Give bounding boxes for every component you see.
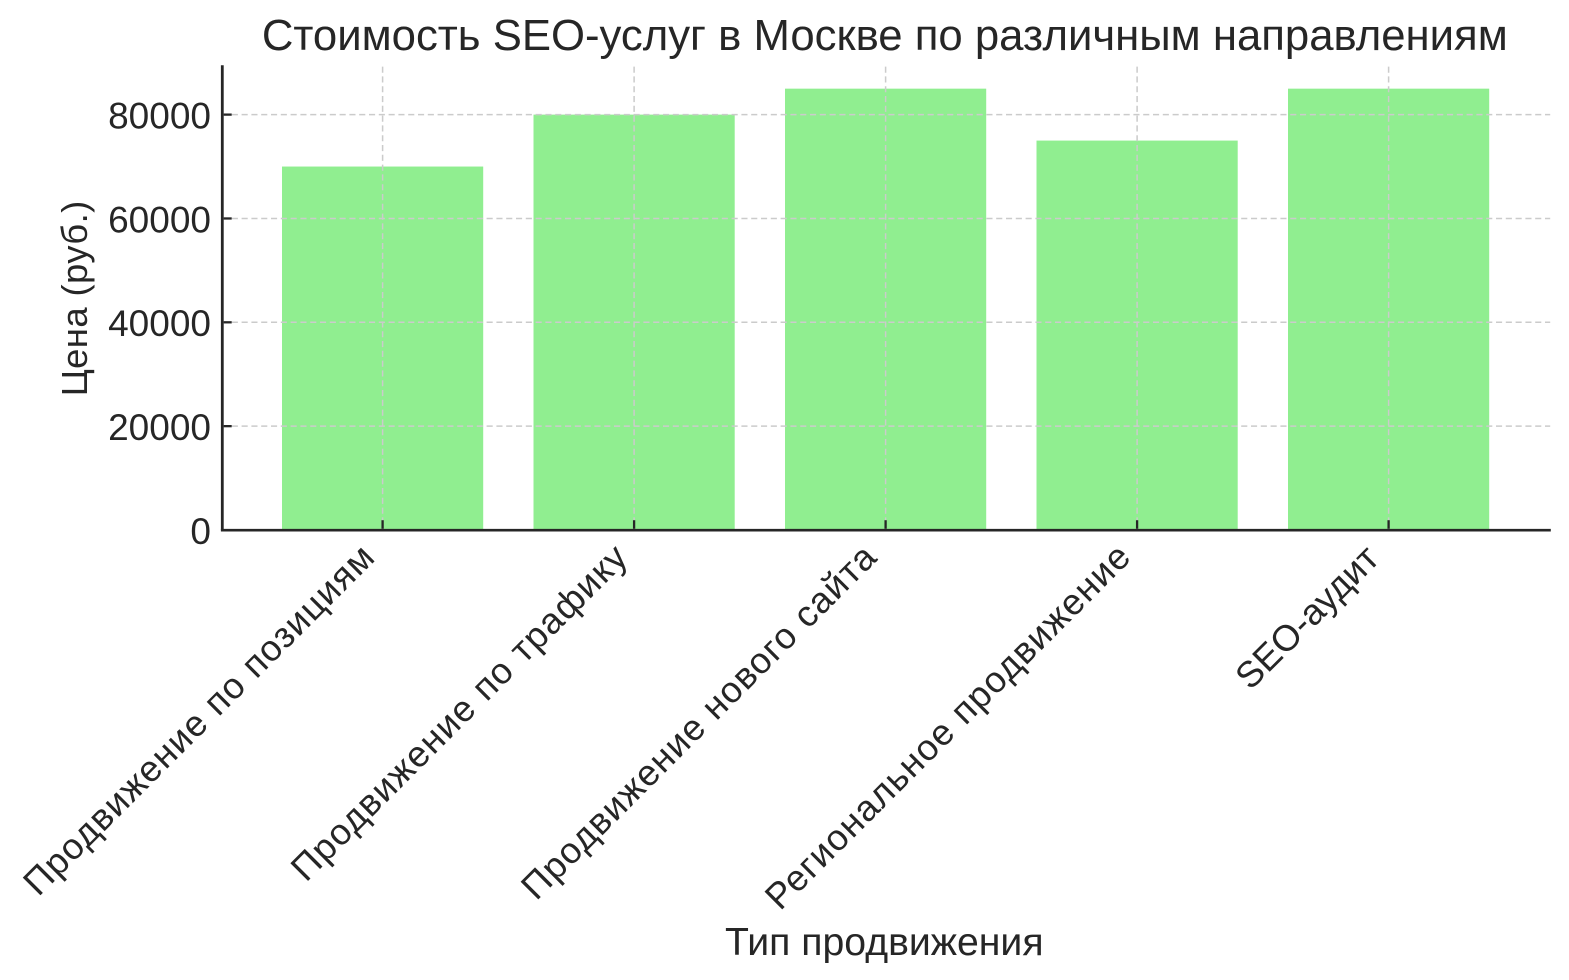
svg-text:60000: 60000	[108, 199, 211, 240]
svg-text:80000: 80000	[108, 95, 211, 136]
svg-text:Цена (руб.): Цена (руб.)	[54, 201, 95, 397]
svg-text:0: 0	[190, 511, 211, 552]
svg-text:40000: 40000	[108, 303, 211, 344]
svg-text:20000: 20000	[108, 407, 211, 448]
svg-text:Тип продвижения: Тип продвижения	[725, 921, 1044, 964]
svg-text:Стоимость SEO-услуг в Москве п: Стоимость SEO-услуг в Москве по различны…	[262, 11, 1508, 60]
